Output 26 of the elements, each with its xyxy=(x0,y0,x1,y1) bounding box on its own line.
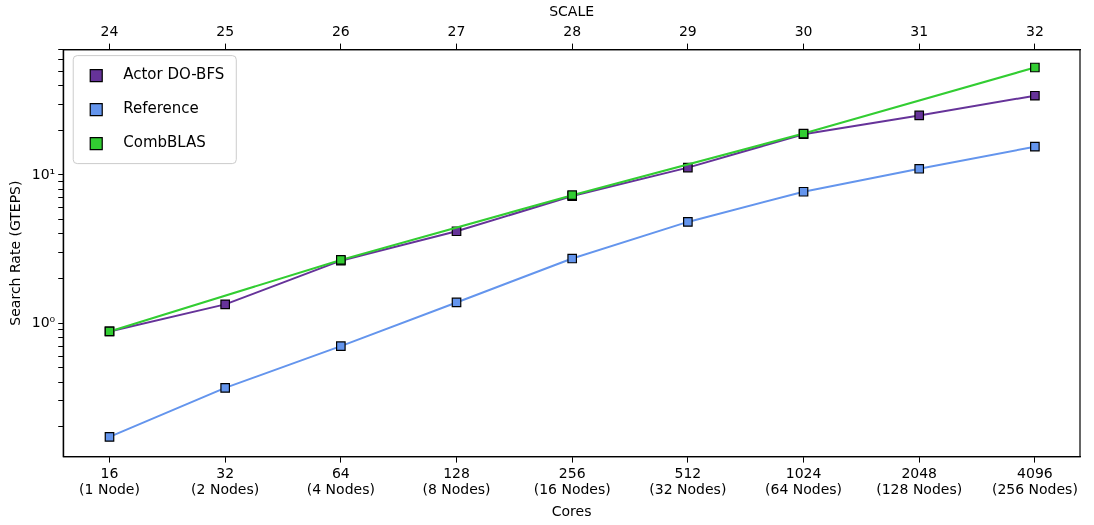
x2-tick-label: 25 xyxy=(216,22,235,39)
y-tick-label: 10⁰ xyxy=(31,313,56,330)
y-tick-label: 10¹ xyxy=(31,165,56,182)
x2-tick-label: 24 xyxy=(100,22,119,39)
x2-tick-label: 32 xyxy=(1025,22,1044,39)
x-tick-label: 512 (32 Nodes) xyxy=(649,464,727,498)
x2-axis-title: SCALE xyxy=(549,3,595,20)
x-tick-label: 16 (1 Node) xyxy=(79,464,140,498)
x2-tick-label: 29 xyxy=(678,22,697,39)
x-tick-label: 64 (4 Nodes) xyxy=(306,464,375,498)
x-axis-title: Cores xyxy=(551,503,592,520)
x2-tick-label: 30 xyxy=(794,22,813,39)
legend-label: Reference xyxy=(123,99,199,118)
y-axis-title: Search Rate (GTEPS) xyxy=(7,180,24,326)
legend-label: CombBLAS xyxy=(123,133,206,152)
x-tick-label: 4096 (256 Nodes) xyxy=(991,464,1078,498)
x-tick-label: 2048 (128 Nodes) xyxy=(876,464,963,498)
x2-tick-label: 31 xyxy=(910,22,929,39)
legend-label: Actor DO-BFS xyxy=(123,65,225,84)
x-tick-label: 128 (8 Nodes) xyxy=(422,464,491,498)
x-tick-label: 1024 (64 Nodes) xyxy=(765,464,843,498)
x2-tick-label: 27 xyxy=(447,22,466,39)
x2-tick-label: 28 xyxy=(563,22,582,39)
x-tick-label: 32 (2 Nodes) xyxy=(191,464,260,498)
x2-tick-label: 26 xyxy=(331,22,350,39)
x-tick-label: 256 (16 Nodes) xyxy=(533,464,611,498)
